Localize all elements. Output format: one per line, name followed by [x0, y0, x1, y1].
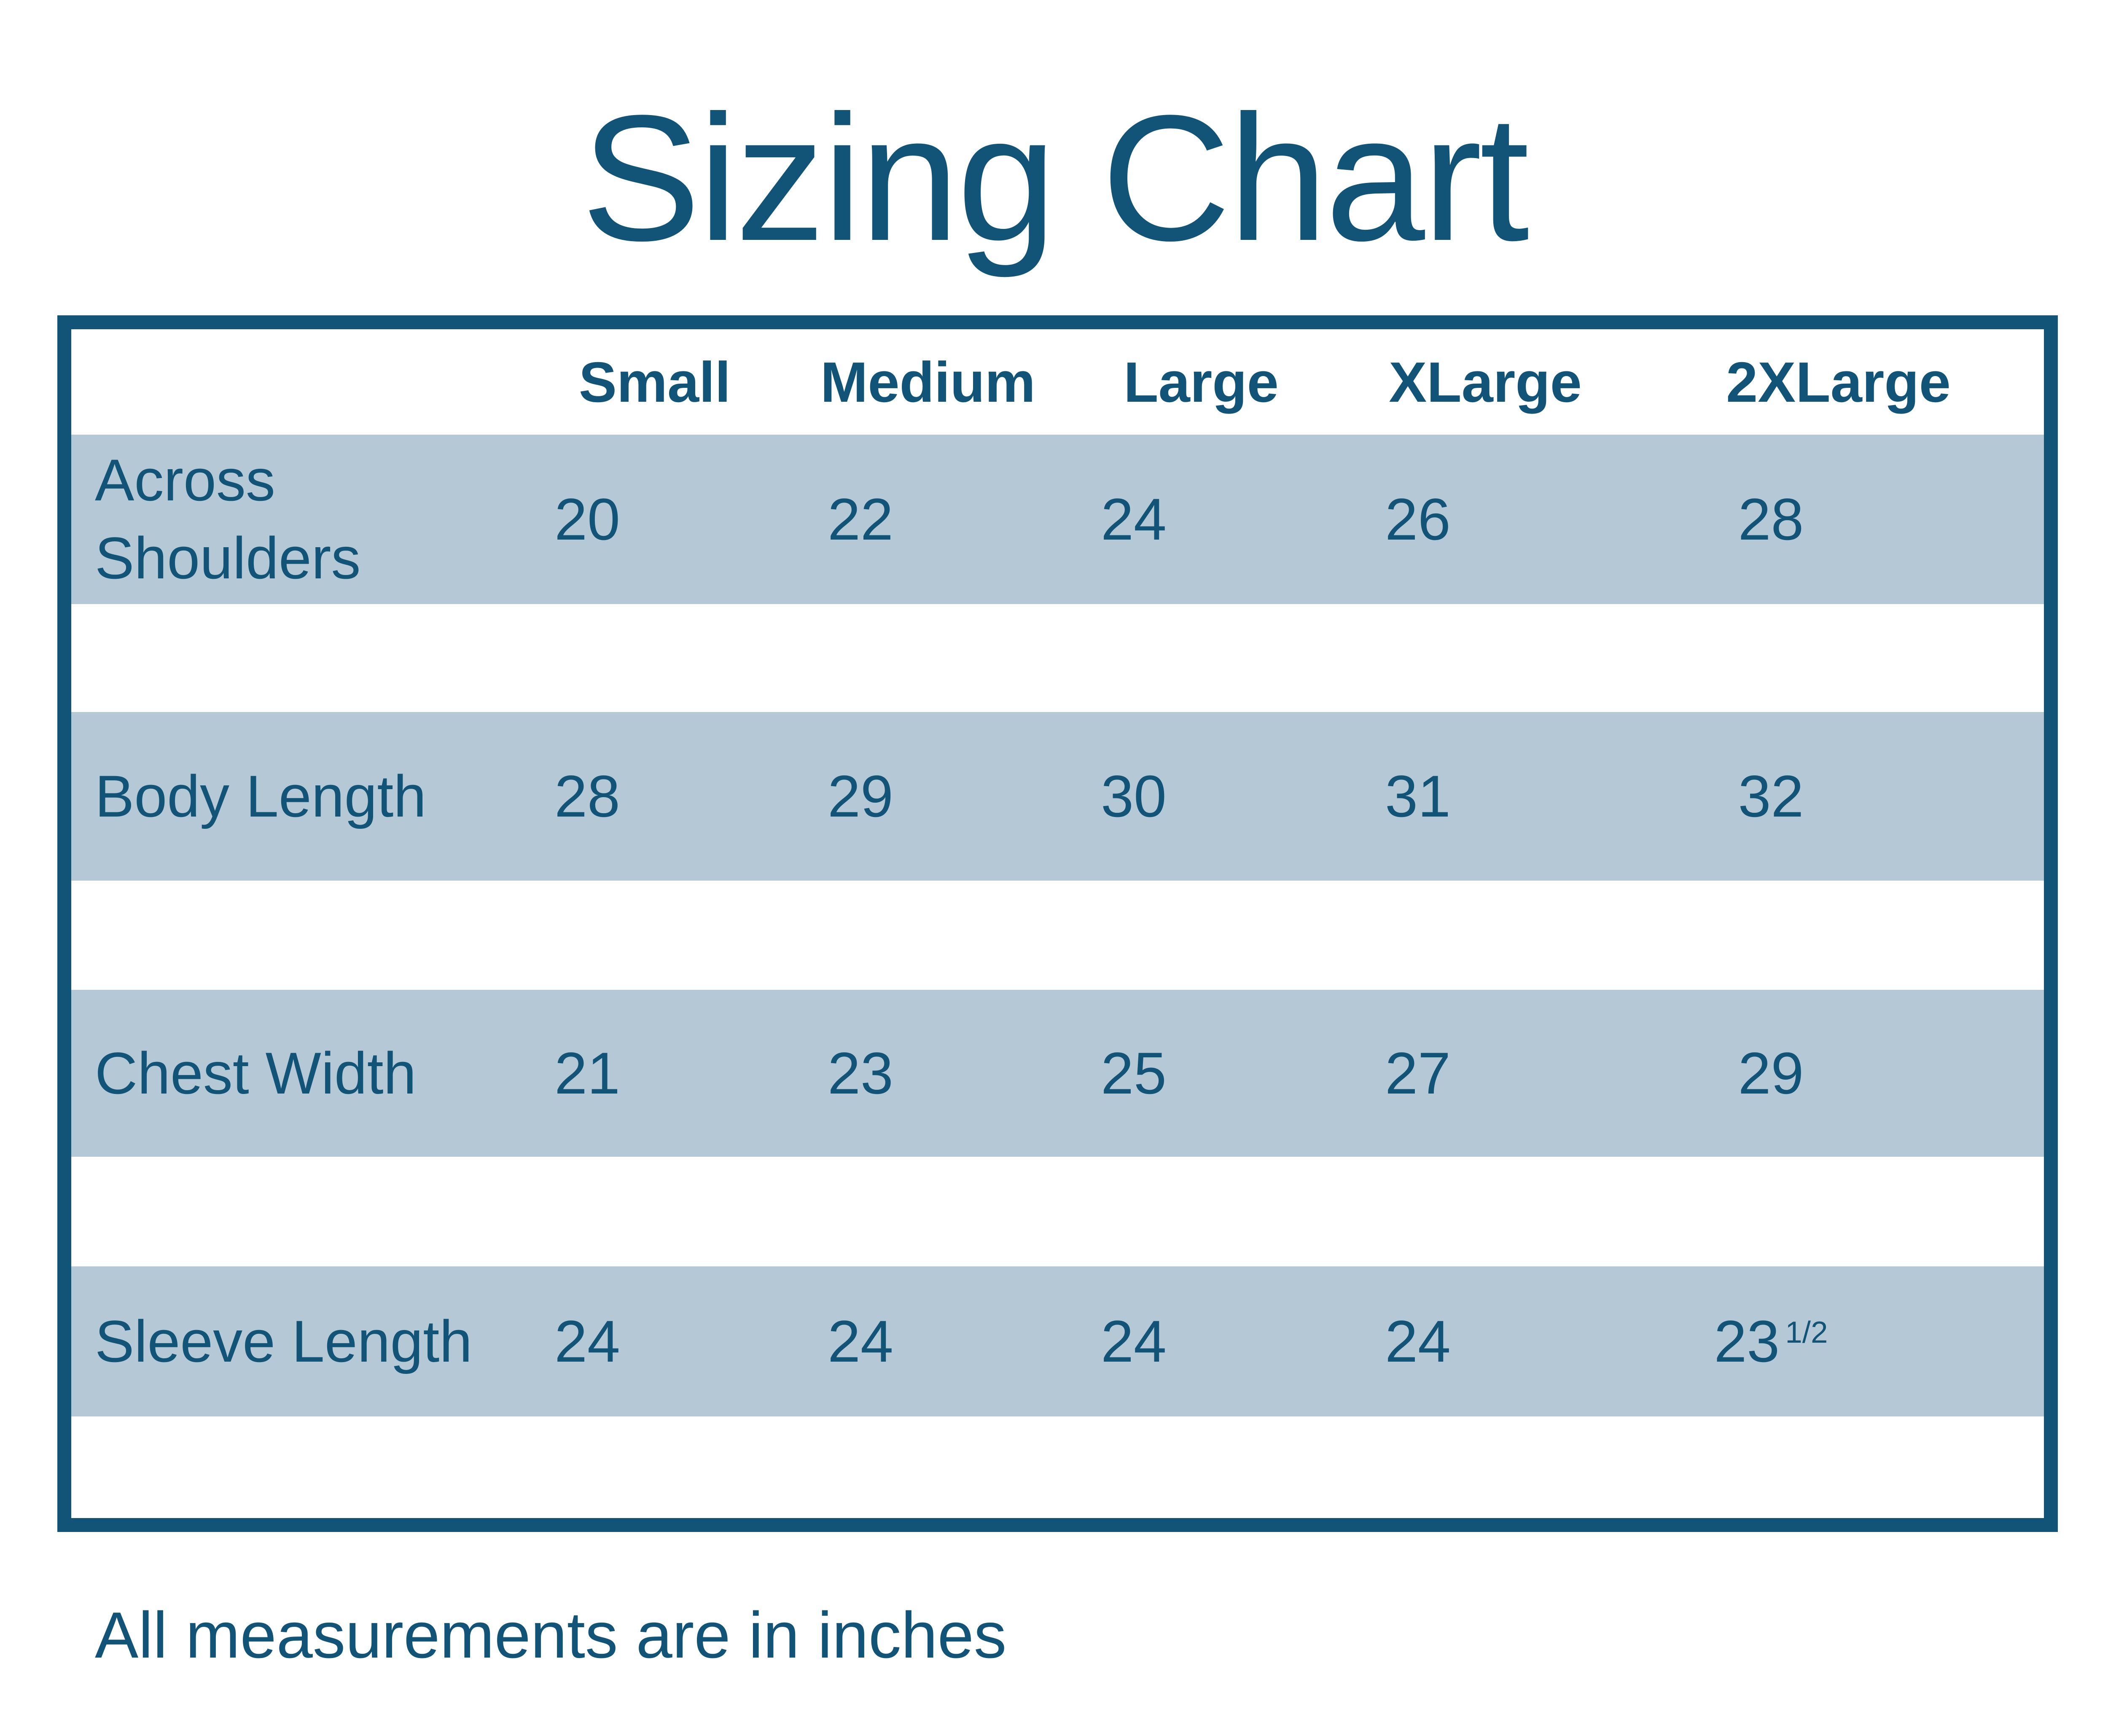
sleeve-2xlarge-fraction: 1/2 — [1785, 1315, 1828, 1349]
cell-chest-width-large: 25 — [1101, 1040, 1167, 1106]
cell-sleeve-length-2xlarge: 23 1/2 — [1565, 1307, 1976, 1376]
cell-body-length-small: 28 — [554, 763, 620, 829]
table-row-chest-width: Chest Width 21 23 25 27 29 — [71, 990, 2044, 1157]
spacer-row — [71, 604, 2044, 712]
cell-across-shoulders-medium: 22 — [828, 486, 893, 552]
header-medium: Medium — [820, 350, 1035, 414]
cell-across-shoulders-xlarge: 26 — [1385, 486, 1451, 552]
header-2xlarge: 2XLarge — [1726, 350, 1951, 414]
cell-across-shoulders-large: 24 — [1101, 486, 1167, 552]
cell-sleeve-length-large: 24 — [1101, 1308, 1167, 1374]
sleeve-2xlarge-whole: 23 — [1714, 1308, 1780, 1374]
cell-chest-width-small: 21 — [554, 1040, 620, 1106]
sizing-table: Small Medium Large XLarge 2XLarge Across… — [57, 315, 2058, 1532]
row-label: Body Length — [95, 763, 427, 829]
table-row-sleeve-length: Sleeve Length 24 24 24 24 23 1/2 — [71, 1266, 2044, 1416]
page-title: Sizing Chart — [581, 78, 1530, 278]
cell-body-length-xlarge: 31 — [1385, 763, 1451, 829]
spacer-row — [71, 881, 2044, 990]
cell-across-shoulders-small: 20 — [554, 486, 620, 552]
measurements-note: All measurements are in inches — [95, 1599, 1007, 1672]
cell-body-length-medium: 29 — [828, 763, 893, 829]
header-large: Large — [1124, 350, 1279, 414]
cell-body-length-2xlarge: 32 — [1738, 763, 1804, 829]
table-row-body-length: Body Length 28 29 30 31 32 — [71, 712, 2044, 881]
header-small: Small — [578, 350, 731, 414]
table-row-across-shoulders: Across Shoulders 20 22 24 26 28 — [71, 435, 2044, 604]
header-xlarge: XLarge — [1389, 350, 1582, 414]
cell-sleeve-length-small: 24 — [554, 1308, 620, 1374]
row-label: Sleeve Length — [95, 1308, 473, 1374]
cell-sleeve-length-xlarge: 24 — [1385, 1308, 1451, 1374]
spacer-row — [71, 1416, 2044, 1518]
cell-chest-width-medium: 23 — [828, 1040, 893, 1106]
table-header-row: Small Medium Large XLarge 2XLarge — [71, 329, 2044, 435]
cell-chest-width-xlarge: 27 — [1385, 1040, 1451, 1106]
cell-sleeve-length-medium: 24 — [828, 1308, 893, 1374]
cell-chest-width-2xlarge: 29 — [1738, 1040, 1804, 1106]
row-label: Chest Width — [95, 1040, 417, 1106]
spacer-row — [71, 1157, 2044, 1266]
cell-body-length-large: 30 — [1101, 763, 1167, 829]
row-label: Across Shoulders — [95, 447, 361, 591]
cell-across-shoulders-2xlarge: 28 — [1738, 486, 1804, 552]
